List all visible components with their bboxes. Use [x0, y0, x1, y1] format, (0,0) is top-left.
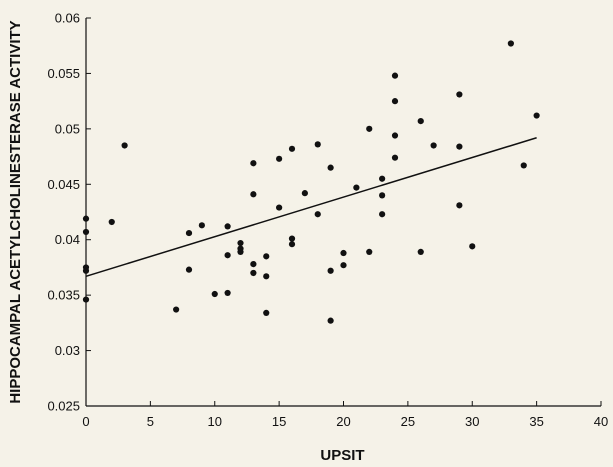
data-point	[263, 309, 270, 316]
data-point	[353, 184, 360, 191]
data-point	[224, 289, 231, 297]
data-point	[173, 306, 180, 313]
data-point	[379, 175, 386, 182]
y-tick-label: 0.035	[47, 288, 80, 303]
data-point	[82, 215, 90, 222]
data-point	[327, 267, 334, 274]
y-tick-label: 0.05	[55, 121, 80, 136]
plot-area: 0.025 0.03 0.035 0.04 0.045 0.05 0.055 0.06 0 5 10…	[47, 11, 608, 430]
data-point	[288, 235, 296, 242]
data-point	[327, 317, 334, 324]
x-tick-label: 5	[147, 414, 154, 429]
data-point	[366, 125, 373, 132]
y-axis-title: HIPPOCAMPAL ACETYLCHOLINESTERASE ACTIVIT…	[7, 20, 24, 403]
data-point	[417, 117, 424, 125]
data-point	[456, 91, 463, 98]
data-point	[237, 239, 244, 247]
x-tick-label: 40	[594, 414, 608, 429]
data-point	[288, 241, 296, 248]
data-point	[82, 267, 90, 274]
y-tick-label: 0.04	[55, 232, 80, 247]
data-point	[340, 262, 347, 269]
data-point	[198, 222, 205, 229]
data-point	[314, 141, 321, 148]
data-point	[340, 249, 347, 257]
data-point	[417, 248, 424, 256]
data-point	[121, 142, 128, 149]
data-point	[469, 243, 476, 250]
data-point	[288, 145, 296, 152]
data-point	[224, 252, 231, 259]
data-point	[82, 296, 90, 303]
x-tick-label: 35	[529, 414, 543, 429]
data-point	[379, 211, 386, 218]
y-tick-label: 0.055	[47, 66, 80, 81]
data-point	[250, 261, 257, 268]
data-point	[108, 218, 115, 226]
data-point	[185, 266, 193, 273]
x-axis-title: UPSIT	[320, 447, 364, 464]
data-point	[533, 112, 540, 119]
y-tick-label: 0.045	[47, 177, 80, 192]
x-tick-label: 25	[401, 414, 415, 429]
data-point	[263, 253, 270, 260]
data-point	[263, 273, 270, 280]
data-point	[507, 40, 514, 47]
data-point	[456, 143, 463, 150]
data-point	[327, 164, 334, 171]
data-point	[211, 290, 218, 298]
data-point	[276, 155, 283, 162]
data-point	[185, 229, 193, 237]
trend-line	[85, 137, 537, 278]
x-tick-label: 30	[465, 414, 479, 429]
data-point	[250, 160, 257, 167]
data-point	[391, 72, 399, 79]
data-point	[82, 228, 90, 236]
data-point	[391, 98, 399, 105]
y-tick-label: 0.025	[47, 399, 80, 414]
data-point	[250, 269, 257, 277]
data-point	[520, 162, 527, 169]
data-point	[366, 248, 373, 256]
data-point	[237, 248, 244, 256]
data-point	[250, 191, 257, 198]
data-point	[379, 192, 386, 199]
data-point	[224, 223, 231, 230]
x-tick-label: 20	[336, 414, 350, 429]
data-point	[430, 142, 437, 149]
data-point	[456, 202, 463, 209]
data-point	[314, 211, 321, 218]
y-tick-label: 0.03	[55, 343, 80, 358]
data-point	[391, 132, 399, 139]
data-point	[301, 190, 308, 197]
x-tick-label: 10	[208, 414, 222, 429]
data-point	[391, 154, 399, 161]
data-point	[276, 204, 283, 211]
x-tick-label: 15	[272, 414, 286, 429]
y-tick-label: 0.06	[55, 11, 80, 26]
x-tick-label: 0	[82, 414, 89, 429]
